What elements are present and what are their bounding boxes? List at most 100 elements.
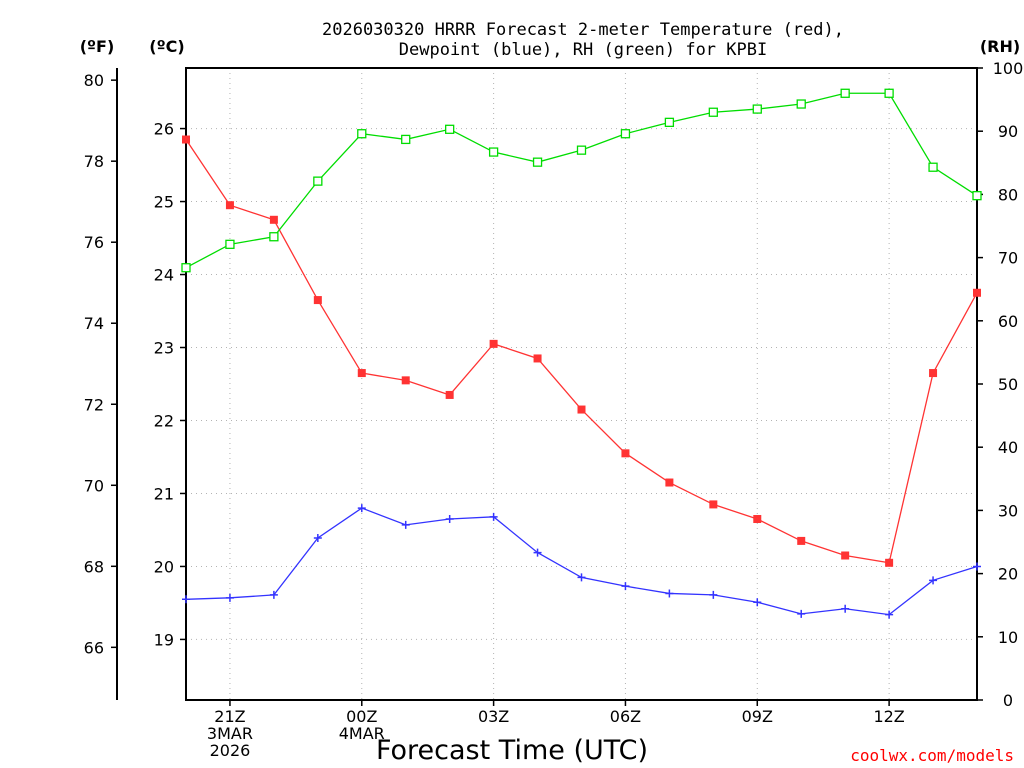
fahrenheit-tick-label: 72 <box>84 395 104 414</box>
temperature-line <box>185 139 978 564</box>
rh-tick-label: 20 <box>998 565 1018 584</box>
dewpoint-point <box>225 593 234 602</box>
rh-tick-label: 80 <box>998 185 1018 204</box>
rh-point <box>532 157 543 167</box>
rh-tick-label: 50 <box>998 375 1018 394</box>
celsius-tick-label: 21 <box>154 484 174 503</box>
dewpoint-point <box>665 589 674 598</box>
celsius-tick-label: 22 <box>154 411 174 430</box>
rh-point <box>884 88 894 98</box>
rh-tick-label: 70 <box>998 249 1018 268</box>
dewpoint-point <box>577 573 586 582</box>
x-tick-label: 4MAR <box>339 724 385 743</box>
x-tick-label: 3MAR <box>207 724 253 743</box>
celsius-tick-label: 19 <box>154 630 174 649</box>
rh-point <box>840 88 850 98</box>
fahrenheit-tick-label: 74 <box>84 314 104 333</box>
dewpoint-point <box>313 533 322 542</box>
dewpoint-point <box>533 548 542 557</box>
rh-point <box>445 124 455 134</box>
temperature-point <box>577 405 586 414</box>
temperature-point <box>885 558 894 567</box>
temperature-point <box>797 536 806 545</box>
dewpoint-point <box>797 609 806 618</box>
temperature-point <box>269 215 278 224</box>
celsius-tick-label: 23 <box>154 339 174 358</box>
dewpoint-point <box>621 582 630 591</box>
rh-tick-label: 30 <box>998 501 1018 520</box>
temperature-point <box>445 390 454 399</box>
temperature-point <box>621 449 630 458</box>
dewpoint-point <box>401 520 410 529</box>
dewpoint-point <box>489 512 498 521</box>
celsius-tick-label: 20 <box>154 557 174 576</box>
rh-point <box>796 99 806 109</box>
temperature-point <box>357 369 366 378</box>
dewpoint-point <box>841 604 850 613</box>
rh-line <box>185 92 978 269</box>
source-credit: coolwx.com/models <box>850 746 1014 765</box>
fahrenheit-tick-label: 80 <box>84 71 104 90</box>
dewpoint-point <box>445 515 454 524</box>
fahrenheit-tick-label: 68 <box>84 557 104 576</box>
rh-point <box>928 162 938 172</box>
x-tick-label: 09Z <box>742 707 773 726</box>
temperature-point <box>533 354 542 363</box>
x-axis-title: Forecast Time (UTC) <box>376 735 648 766</box>
celsius-axis-label: (ºC) <box>149 37 184 56</box>
x-tick-label: 00Z <box>346 707 377 726</box>
celsius-tick-label: 25 <box>154 193 174 212</box>
rh-point <box>269 232 279 242</box>
temperature-point <box>401 376 410 385</box>
axes <box>111 67 983 706</box>
grid-lines <box>186 68 977 700</box>
rh-point <box>313 176 323 186</box>
rh-axis-label: (RH) <box>980 37 1020 56</box>
fahrenheit-tick-label: 66 <box>84 638 104 657</box>
temperature-point <box>841 551 850 560</box>
fahrenheit-tick-label: 78 <box>84 152 104 171</box>
temperature-point <box>753 515 762 524</box>
rh-point <box>972 191 982 201</box>
temperature-point <box>313 296 322 305</box>
rh-tick-label: 100 <box>993 59 1024 78</box>
temperature-point <box>929 369 938 378</box>
rh-tick-label: 60 <box>998 312 1018 331</box>
data-series <box>181 88 982 619</box>
plot-frame <box>185 67 978 701</box>
rh-point <box>181 263 191 273</box>
temperature-point <box>973 288 981 297</box>
rh-tick-label: 0 <box>1003 691 1013 710</box>
dewpoint-point <box>973 562 981 571</box>
fahrenheit-tick-label: 76 <box>84 233 104 252</box>
temperature-point <box>182 135 190 144</box>
fahrenheit-tick-label: 70 <box>84 476 104 495</box>
rh-tick-label: 90 <box>998 122 1018 141</box>
rh-point <box>708 107 718 117</box>
x-tick-label: 03Z <box>478 707 509 726</box>
temperature-point <box>709 500 718 509</box>
rh-point <box>664 117 675 128</box>
dewpoint-point <box>885 610 894 619</box>
celsius-tick-label: 26 <box>154 120 174 139</box>
dewpoint-line <box>185 507 978 616</box>
rh-tick-label: 10 <box>998 628 1018 647</box>
rh-tick-label: 40 <box>998 438 1018 457</box>
rh-point <box>576 145 587 155</box>
dewpoint-point <box>269 590 278 599</box>
dewpoint-point <box>753 598 762 607</box>
x-tick-label: 06Z <box>610 707 641 726</box>
fahrenheit-axis-label: (ºF) <box>80 37 115 56</box>
rh-point <box>357 129 367 139</box>
dewpoint-point <box>929 576 938 585</box>
dewpoint-point <box>357 504 366 513</box>
x-tick-label: 21Z <box>214 707 245 726</box>
rh-point <box>488 147 499 157</box>
rh-point <box>401 134 411 145</box>
dewpoint-point <box>709 590 718 599</box>
rh-point <box>752 104 762 114</box>
rh-point <box>620 129 631 139</box>
chart-title-line-2: Dewpoint (blue), RH (green) for KPBI <box>399 40 767 60</box>
dewpoint-point <box>182 595 190 604</box>
